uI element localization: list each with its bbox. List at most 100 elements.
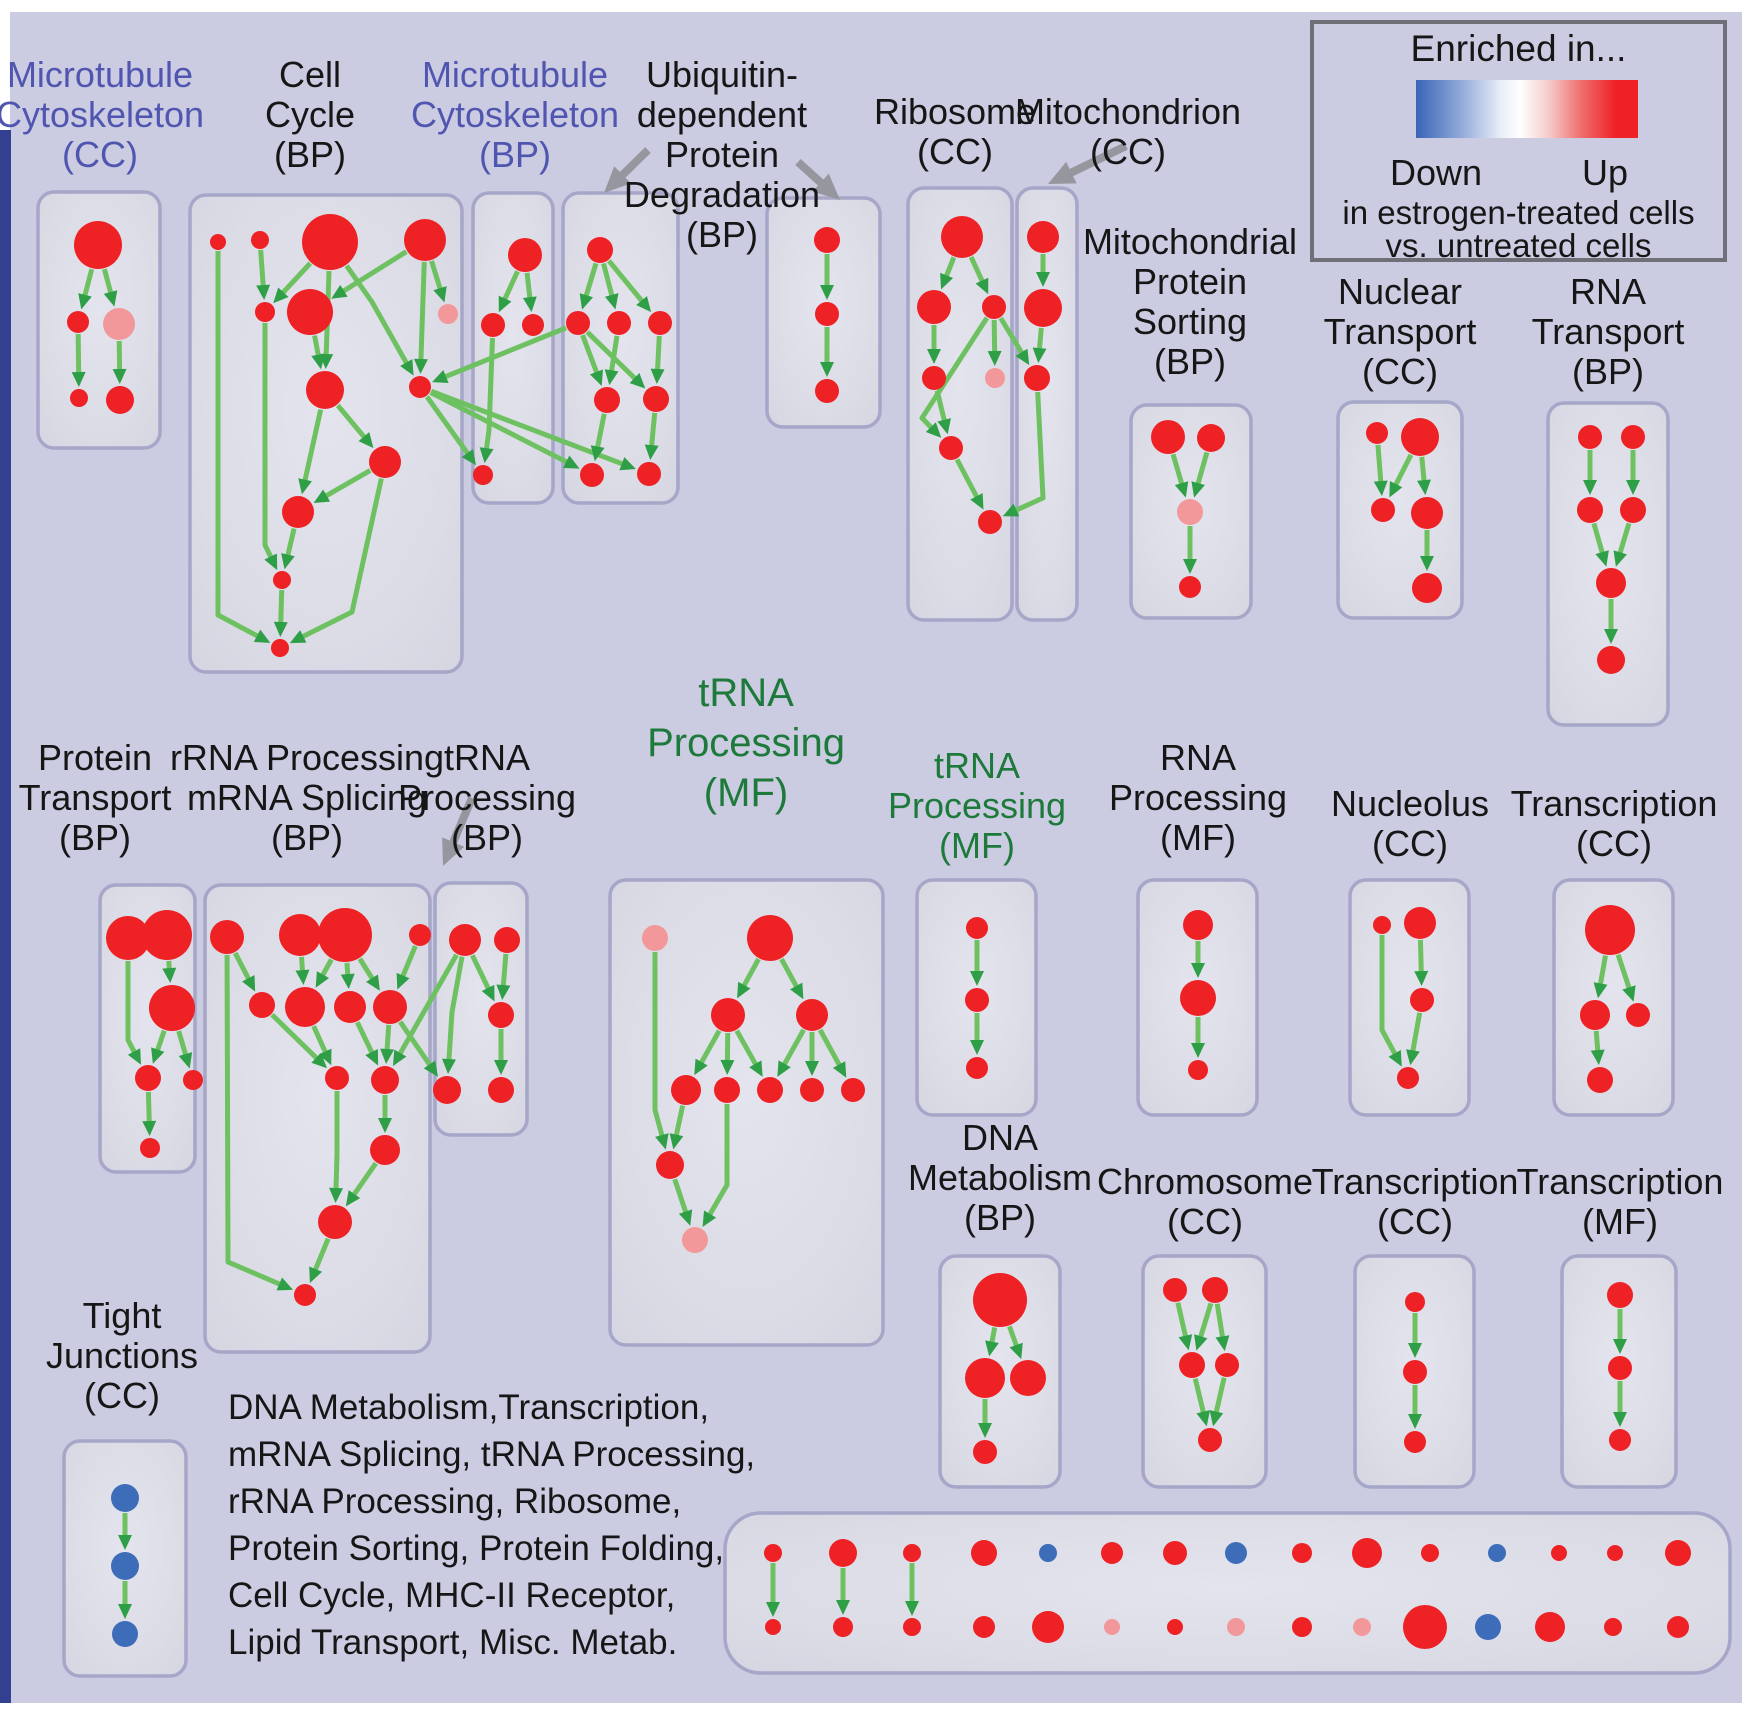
go-node-c4	[404, 219, 446, 261]
edge-w2-w3-head	[970, 1040, 984, 1055]
go-node-t1	[449, 924, 481, 956]
edge-u4-u6	[654, 335, 662, 372]
annotation-arrow-2-head	[812, 173, 840, 200]
edge-y1-y4-head	[1388, 1050, 1402, 1067]
edge-c5-c12	[262, 323, 274, 560]
go-node-p1	[106, 916, 150, 960]
edge-g6-g9-head	[318, 1048, 332, 1066]
edge-p4-p5	[145, 1091, 152, 1124]
edge-c12-c13-head	[273, 621, 288, 638]
edge-c10-c11-head	[313, 489, 331, 504]
edge-c9-u7	[429, 390, 570, 465]
go-node-f2	[1608, 1356, 1632, 1380]
edge-h4-h7	[781, 1028, 806, 1067]
go-node-x1	[1183, 910, 1213, 940]
edge-c10-c11	[323, 468, 372, 499]
go-node-n3	[1371, 498, 1395, 522]
go-node-h6	[714, 1077, 740, 1103]
edge-h2-h3	[741, 957, 761, 989]
edge-q5-q6-head	[1604, 629, 1618, 644]
edge-k3-k5-head	[1196, 1410, 1211, 1427]
go-node-o3	[1404, 1431, 1426, 1453]
edge-r3-mt3-head	[1015, 348, 1030, 366]
go-node-g9	[325, 1066, 349, 1090]
go-node-p5	[140, 1138, 160, 1158]
go-node-mB3	[903, 1618, 921, 1636]
edge-y3-y4	[1410, 1012, 1423, 1053]
edge-r3-r6	[919, 316, 990, 431]
go-node-r3	[982, 295, 1006, 319]
edge-u3-u5	[608, 335, 620, 373]
go-node-d3	[1010, 1360, 1046, 1396]
legend-down-label: Down	[1390, 152, 1483, 193]
go-node-m4	[473, 465, 493, 485]
edge-f2-f3-head	[1613, 1412, 1627, 1427]
group-box-nuclear-transport	[1336, 400, 1464, 620]
edge-q2-q4-head	[1626, 480, 1640, 495]
go-node-y1	[1373, 916, 1391, 934]
edge-g4-g8-head	[396, 972, 410, 990]
go-node-r4	[922, 366, 946, 390]
edge-g2-g6-head	[295, 969, 310, 986]
edge-t1-g10-head	[392, 1049, 407, 1067]
go-node-h8	[800, 1078, 824, 1102]
edge-c9-m4-head	[461, 448, 477, 466]
go-node-mA13	[1551, 1545, 1567, 1561]
go-node-q3	[1577, 497, 1603, 523]
edge-k2-k4-head	[1215, 1335, 1230, 1352]
edge-h3-h5	[698, 1029, 722, 1066]
edge-y2-y3	[1417, 939, 1424, 974]
edge-t1-t3-head	[481, 984, 495, 1002]
go-node-n5	[1412, 573, 1442, 603]
go-node-d1	[973, 1273, 1027, 1327]
go-node-q5	[1596, 568, 1626, 598]
go-node-q1	[1578, 425, 1602, 449]
edge-z1-z3-head	[1622, 985, 1636, 1002]
go-node-mB14	[1604, 1618, 1622, 1636]
edge-c10-c13	[300, 478, 384, 640]
misc-terms-text-block: DNA Metabolism,Transcription, mRNA Splic…	[228, 1388, 756, 1662]
edge-s1-s3-head	[1174, 481, 1189, 498]
edge-c4-c9-head	[413, 358, 428, 375]
annotation-arrow-3	[1067, 142, 1128, 178]
edge-u1-u3	[601, 262, 615, 298]
go-node-mt3	[1024, 365, 1050, 391]
go-node-u5	[594, 387, 620, 413]
edge-r6-r7-head	[970, 493, 984, 510]
go-node-s4	[1179, 576, 1201, 598]
edge-c3-c5	[280, 261, 313, 296]
go-node-x2	[1180, 980, 1216, 1016]
edge-a1-a3	[102, 268, 114, 295]
edge-q4-q5-head	[1613, 550, 1627, 567]
edge-p3-p4	[154, 1029, 167, 1053]
annotation-arrow-1-head	[604, 166, 631, 193]
go-node-z2	[1580, 1000, 1610, 1030]
go-node-f3	[1609, 1429, 1631, 1451]
edge-c3-c9	[344, 264, 410, 366]
edge-c6-c8	[312, 335, 322, 358]
go-node-j1	[111, 1484, 139, 1512]
edge-h4-h9-head	[832, 1061, 847, 1078]
edge-g1-g5	[233, 951, 252, 982]
edge-u6-u8	[649, 412, 658, 448]
go-node-mB1	[765, 1619, 781, 1635]
edge-h10-h11-head	[678, 1209, 693, 1226]
edge-k3-k5	[1192, 1378, 1207, 1415]
edge-g3-g7	[344, 962, 351, 977]
group-box-microtubule-cc	[36, 190, 162, 450]
go-node-mB15	[1667, 1616, 1689, 1638]
edge-g12-g13-head	[345, 1190, 361, 1207]
edge-m1-m3-head	[522, 296, 537, 313]
edge-c1-c13-head	[253, 629, 271, 643]
edge-g9-g13	[333, 1091, 340, 1191]
go-node-g7	[334, 991, 366, 1023]
go-node-u3	[607, 311, 631, 335]
edge-n2-n4	[1419, 456, 1427, 483]
go-node-t4	[433, 1076, 461, 1104]
edge-h2-h4	[779, 957, 800, 989]
edge-c8-c10-head	[358, 432, 374, 449]
edge-q3-q5	[1591, 522, 1606, 555]
edge-u6-u8-head	[644, 444, 659, 461]
go-node-w3	[966, 1057, 988, 1079]
